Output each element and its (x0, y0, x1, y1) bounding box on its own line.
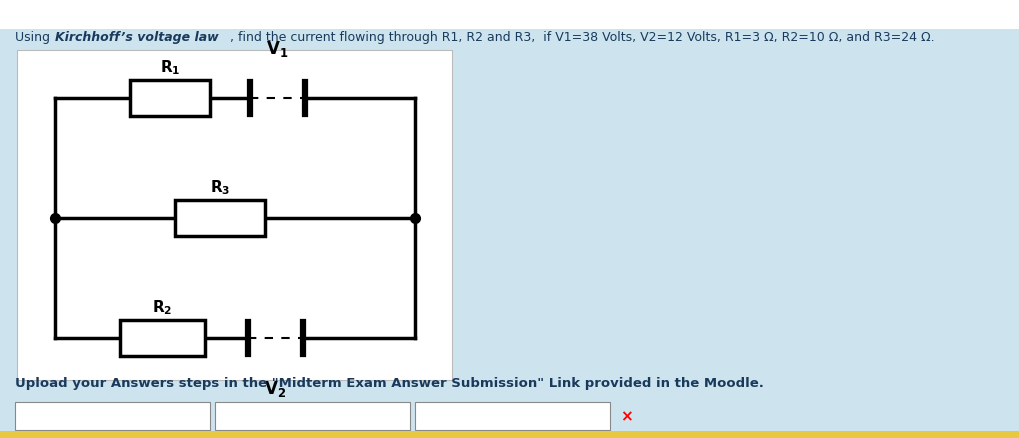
Bar (129, 81, 210, 117)
Text: Using: Using (15, 30, 54, 43)
Bar (17, 51, 451, 380)
Bar (15, 402, 210, 430)
Text: $\mathbf{V_1}$: $\mathbf{V_1}$ (266, 39, 287, 59)
Text: $\mathbf{R_3}$: $\mathbf{R_3}$ (210, 178, 230, 197)
Text: , find the current flowing through R1, R2 and R3,  if V1=38 Volts, V2=12 Volts, : , find the current flowing through R1, R… (229, 30, 933, 43)
Bar (215, 402, 410, 430)
Text: $\mathbf{R_1}$: $\mathbf{R_1}$ (160, 58, 180, 77)
Text: $\mathbf{V_2}$: $\mathbf{V_2}$ (264, 378, 285, 398)
Bar (120, 320, 205, 356)
Text: Kirchhoff’s voltage law: Kirchhoff’s voltage law (55, 30, 218, 43)
Bar (0, 431, 1019, 438)
Text: Upload your Answers steps in the "Midterm Exam Answer Submission" Link provided : Upload your Answers steps in the "Midter… (15, 377, 763, 390)
Bar (415, 402, 609, 430)
Bar (175, 201, 265, 237)
Text: $\mathbf{R_2}$: $\mathbf{R_2}$ (152, 297, 172, 316)
Text: ×: × (620, 409, 632, 424)
Bar (0, 0, 1019, 30)
